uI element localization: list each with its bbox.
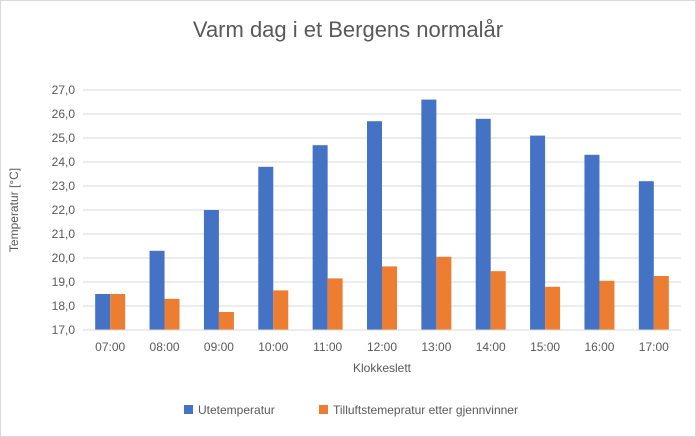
- bar-tilluft: [436, 256, 452, 330]
- bar-utetemperatur: [475, 118, 491, 330]
- chart-title: Varm dag i et Bergens normalår: [193, 17, 503, 42]
- bar-utetemperatur: [421, 99, 437, 330]
- bar-tilluft: [599, 280, 615, 330]
- x-axis-ticks: 07:00 08:00 09:00 10:00 11:00 12:00 13:00 14:00…: [95, 340, 669, 354]
- x-tick-label: 16:00: [584, 340, 614, 354]
- y-tick-label: 22,0: [52, 203, 76, 217]
- x-tick-label: 10:00: [258, 340, 288, 354]
- bar-utetemperatur: [530, 135, 546, 330]
- y-tick-label: 26,0: [52, 107, 76, 121]
- bar-utetemperatur: [638, 181, 654, 330]
- bar-tilluft: [327, 278, 343, 330]
- x-tick-label: 14:00: [476, 340, 506, 354]
- x-tick-label: 11:00: [313, 340, 342, 354]
- x-tick-label: 07:00: [95, 340, 125, 354]
- y-tick-label: 21,0: [52, 227, 76, 241]
- bar-tilluft: [490, 271, 506, 330]
- legend-label: Utetemperatur: [198, 403, 275, 417]
- y-tick-label: 24,0: [52, 155, 76, 169]
- bars: [95, 99, 669, 330]
- y-tick-label: 27,0: [52, 83, 76, 97]
- bar-tilluft: [164, 298, 180, 330]
- y-tick-label: 18,0: [52, 299, 76, 313]
- bar-tilluft: [653, 276, 669, 330]
- bar-utetemperatur: [203, 210, 219, 330]
- bar-utetemperatur: [149, 250, 165, 330]
- legend-swatch: [184, 405, 193, 414]
- y-tick-label: 23,0: [52, 179, 76, 193]
- y-tick-label: 17,0: [52, 323, 76, 337]
- legend: Utetemperatur Tilluftstemepratur etter gj…: [184, 403, 518, 417]
- bar-utetemperatur: [258, 166, 274, 330]
- bar-utetemperatur: [367, 121, 382, 330]
- x-tick-label: 13:00: [421, 340, 451, 354]
- bar-tilluft: [218, 312, 234, 330]
- y-tick-label: 25,0: [52, 131, 76, 145]
- y-axis-ticks: 17,0 18,0 19,0 20,0 21,0 22,0 23,0 24,0 25,0 26,0…: [52, 83, 76, 337]
- y-axis-title: Temperatur [°C]: [7, 168, 21, 252]
- bar-utetemperatur: [584, 154, 600, 330]
- bar-utetemperatur: [312, 145, 328, 330]
- x-axis-title: Klokkeslett: [353, 361, 412, 375]
- x-tick-label: 09:00: [204, 340, 234, 354]
- x-tick-label: 17:00: [639, 340, 669, 354]
- y-tick-label: 19,0: [52, 275, 76, 289]
- bar-tilluft: [110, 294, 126, 330]
- y-tick-label: 20,0: [52, 251, 76, 265]
- x-tick-label: 12:00: [367, 340, 397, 354]
- bar-tilluft: [545, 286, 561, 330]
- x-tick-label: 08:00: [150, 340, 180, 354]
- legend-label: Tilluftstemepratur etter gjennvinner: [333, 403, 518, 417]
- bar-tilluft: [382, 266, 397, 330]
- bar-utetemperatur: [95, 294, 111, 330]
- legend-swatch: [319, 405, 328, 414]
- x-tick-label: 15:00: [530, 340, 560, 354]
- bar-tilluft: [273, 290, 289, 330]
